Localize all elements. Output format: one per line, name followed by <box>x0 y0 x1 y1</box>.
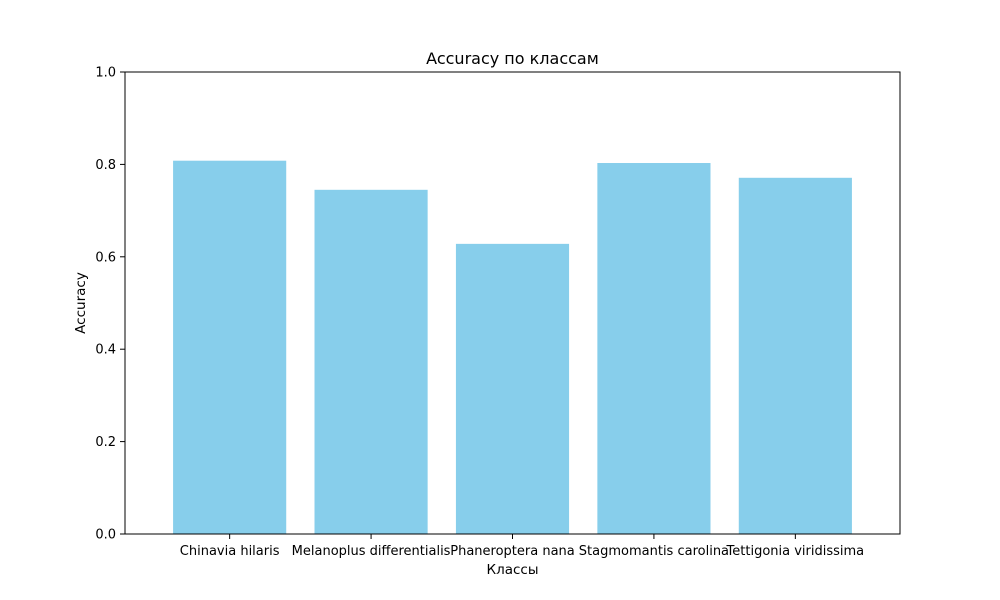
bars-group <box>173 160 852 535</box>
y-tick-label-3: 0.6 <box>95 250 116 265</box>
x-ticks-group: Chinavia hilaris Melanoplus differentiali… <box>180 534 864 559</box>
bar-1 <box>314 189 428 534</box>
y-ticks-group: 0.0 0.2 0.4 0.6 0.8 1.0 <box>95 66 125 543</box>
bar-4 <box>738 177 852 534</box>
x-axis-title: Классы <box>487 562 539 578</box>
x-tick-label-3: Stagmomantis carolina <box>579 544 729 559</box>
plot-area-frame <box>124 71 901 535</box>
chart-title: Accuracy по классам <box>426 49 599 68</box>
bar-3 <box>597 163 711 535</box>
y-tick-label-5: 1.0 <box>95 66 116 81</box>
x-tick-label-1: Melanoplus differentialis <box>292 544 451 559</box>
x-tick-label-2: Phaneroptera nana <box>450 544 575 559</box>
bar-2 <box>455 243 570 534</box>
y-tick-label-2: 0.4 <box>95 343 116 358</box>
bar-0 <box>173 160 287 535</box>
x-tick-label-0: Chinavia hilaris <box>180 544 280 559</box>
x-tick-label-4: Tettigonia viridissima <box>726 544 865 559</box>
y-tick-label-1: 0.2 <box>95 435 116 450</box>
y-axis-title: Accuracy <box>73 272 89 334</box>
y-tick-label-0: 0.0 <box>95 528 116 543</box>
y-tick-label-4: 0.8 <box>95 158 116 173</box>
